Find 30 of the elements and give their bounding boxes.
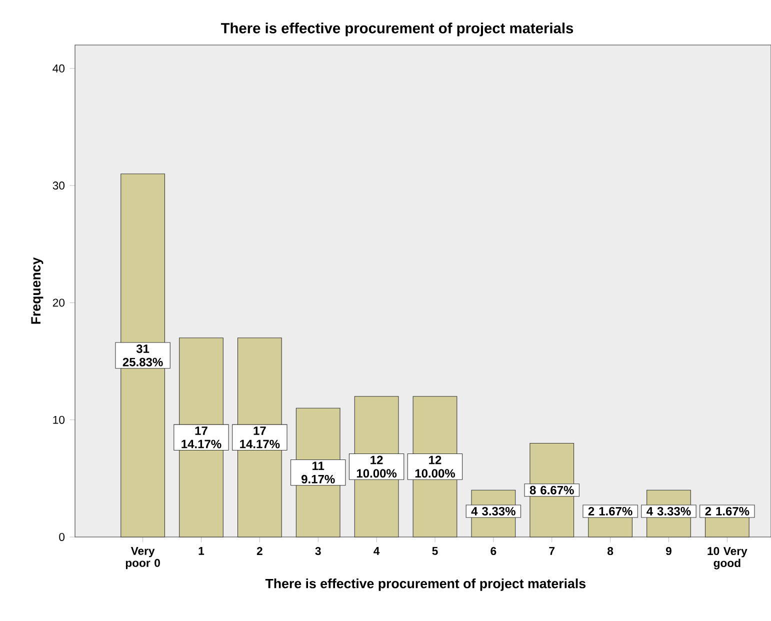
x-tick-label: 9 bbox=[666, 547, 672, 556]
x-tick-label: Very poor 0 bbox=[126, 547, 160, 570]
y-tick-label: 10 bbox=[53, 416, 65, 424]
data-label: 12 10.00% bbox=[356, 456, 397, 478]
x-tick-label: 5 bbox=[432, 547, 438, 555]
x-tick-label: 1 bbox=[198, 547, 204, 555]
x-axis-title: There is effective procurement of project materials bbox=[265, 578, 586, 591]
data-label: 8 6.67% bbox=[530, 486, 574, 494]
x-tick-label: 8 bbox=[608, 547, 614, 556]
data-label: 31 25.83% bbox=[122, 344, 163, 366]
x-tick-label: 6 bbox=[490, 547, 496, 556]
x-tick-label: 2 bbox=[256, 547, 262, 555]
data-label: 11 9.17% bbox=[302, 462, 335, 484]
chart-title: There is effective procurement of project materials bbox=[220, 22, 574, 36]
data-label: 17 14.17% bbox=[240, 426, 280, 448]
x-tick-label: 7 bbox=[549, 547, 555, 555]
data-label: 17 14.17% bbox=[182, 426, 222, 448]
x-tick-label: 3 bbox=[315, 547, 321, 556]
y-tick-label: 0 bbox=[59, 532, 65, 541]
y-tick-label: 20 bbox=[52, 298, 65, 307]
data-label: 4 3.33% bbox=[646, 506, 691, 516]
data-label: 2 1.67% bbox=[705, 506, 750, 516]
data-label: 4 3.33% bbox=[471, 506, 516, 516]
x-tick-label: 10 Very good bbox=[708, 547, 748, 570]
y-tick-label: 40 bbox=[52, 64, 65, 72]
data-label: 12 10.00% bbox=[415, 456, 456, 478]
y-tick-label: 30 bbox=[52, 182, 65, 190]
y-axis-title: Frequency bbox=[31, 257, 44, 324]
data-label: 2 1.67% bbox=[588, 506, 632, 516]
x-tick-label: 4 bbox=[374, 547, 380, 555]
